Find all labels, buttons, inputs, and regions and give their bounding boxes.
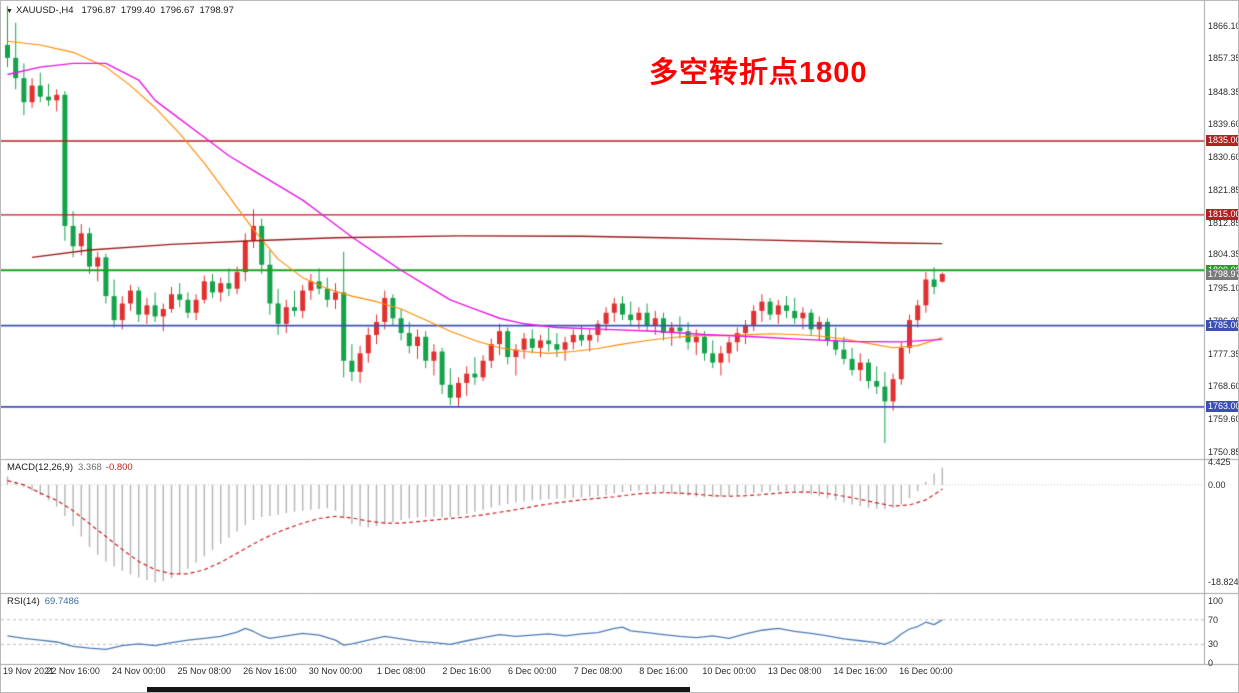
time-axis-label: 22 Nov 16:00	[46, 666, 100, 676]
quote-open: 1796.87	[81, 5, 116, 16]
macd-main-value: 3.368	[78, 462, 102, 473]
price-axis-badge: 1815.00	[1206, 209, 1238, 221]
rsi-axis-label: 70	[1208, 614, 1219, 625]
symbol-timeframe-label: XAUUSD-,H4	[15, 5, 74, 16]
chart-title-bar: ▼ XAUUSD-,H4 1796.87 1799.40 1796.67 1798.97	[6, 5, 239, 16]
price-axis-label: 1777.35	[1208, 348, 1239, 359]
macd-name: MACD(12,26,9)	[7, 462, 73, 473]
rsi-axis-label: 100	[1208, 596, 1224, 607]
rsi-value: 69.7486	[44, 596, 80, 607]
price-axis-label: 1804.35	[1208, 249, 1239, 260]
price-axis-label: 1812.85	[1208, 217, 1239, 228]
time-axis-label: 7 Dec 08:00	[573, 666, 623, 676]
rsi-indicator-label: RSI(14) 69.7486	[7, 596, 79, 607]
macd-axis-label: 0.00	[1208, 479, 1226, 490]
symbol-dropdown-icon[interactable]: ▼	[6, 8, 13, 15]
macd-signal-value: -0.800	[105, 462, 133, 473]
price-axis-label: 1830.60	[1208, 152, 1239, 163]
price-axis-label: 1866.10	[1208, 21, 1239, 32]
quote-close: 1798.97	[199, 5, 234, 16]
price-axis-label: 1768.60	[1208, 381, 1239, 392]
macd-axis-label: 4.425	[1208, 456, 1231, 467]
time-axis-label: 14 Dec 16:00	[833, 666, 888, 676]
time-axis[interactable]: 19 Nov 2021 22 Nov 16:00 24 Nov 00:00 25 No…	[1, 666, 1204, 680]
price-axis-badge: 1763.00	[1206, 401, 1238, 413]
time-axis-label: 1 Dec 08:00	[376, 666, 426, 676]
macd-axis-label: -18.824	[1208, 577, 1239, 588]
time-axis-label: 24 Nov 00:00	[111, 666, 166, 676]
quote-high: 1799.40	[120, 5, 156, 16]
time-axis-label: 30 Nov 00:00	[308, 666, 363, 676]
price-axis[interactable]: 1866.10 1857.35 1848.35 1839.60 1830.60 1821.…	[1205, 1, 1239, 668]
rsi-name: RSI(14)	[7, 596, 40, 607]
time-axis-label: 19 Nov 2021	[3, 666, 55, 676]
macd-indicator-label: MACD(12,26,9) 3.368 -0.800	[7, 462, 133, 473]
time-axis-label: 2 Dec 16:00	[442, 666, 491, 676]
time-axis-label: 13 Dec 08:00	[767, 666, 822, 676]
rsi-axis-label: 30	[1208, 639, 1219, 650]
price-axis-label: 1750.85	[1208, 446, 1239, 457]
time-axis-label: 26 Nov 16:00	[243, 666, 297, 676]
annotation-text: 多空转折点1800	[649, 57, 868, 89]
price-axis-badge: 1798.97	[1206, 268, 1238, 280]
time-axis-label: 10 Dec 00:00	[702, 666, 756, 676]
price-axis-label: 1839.60	[1208, 118, 1239, 129]
price-axis-badge: 1785.00	[1206, 320, 1238, 332]
time-axis-label: 25 Nov 08:00	[177, 666, 232, 676]
price-axis-label: 1795.10	[1208, 283, 1239, 294]
price-axis-label: 1821.85	[1208, 184, 1239, 195]
price-axis-label: 1759.60	[1208, 414, 1239, 425]
price-axis-label: 1857.35	[1208, 53, 1239, 64]
taskbar-strip	[147, 687, 690, 692]
rsi-axis-label: 0	[1208, 658, 1214, 668]
time-axis-label: 16 Dec 00:00	[899, 666, 953, 676]
price-axis-badge: 1835.00	[1206, 135, 1238, 147]
time-axis-label: 6 Dec 00:00	[508, 666, 557, 676]
time-axis-label: 8 Dec 16:00	[639, 666, 688, 676]
price-axis-label: 1848.35	[1208, 86, 1239, 97]
quote-low: 1796.67	[160, 5, 195, 16]
